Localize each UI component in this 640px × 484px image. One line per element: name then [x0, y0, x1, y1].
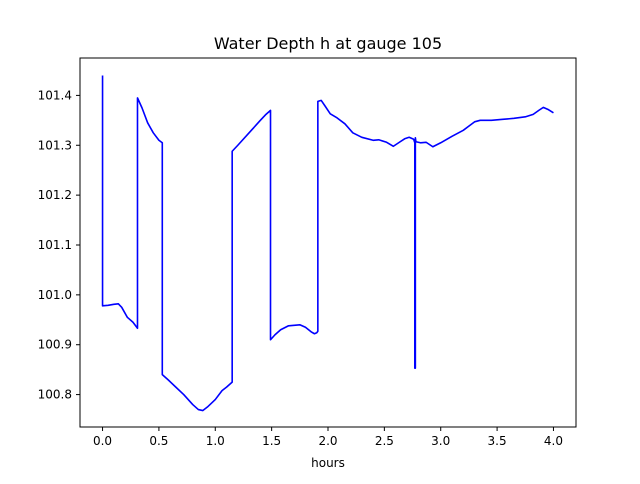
y-tick-label: 101.3 [38, 138, 72, 152]
x-axis-label: hours [311, 456, 345, 470]
x-tick-label: 3.5 [488, 434, 507, 448]
x-tick-label: 1.5 [262, 434, 281, 448]
y-tick-label: 101.2 [38, 188, 72, 202]
y-tick-label: 100.8 [38, 388, 72, 402]
chart-title: Water Depth h at gauge 105 [214, 34, 442, 53]
y-tick-label: 101.4 [38, 88, 72, 102]
x-axis-ticks: 0.0 0.5 1.0 1.5 2.0 2.5 3.0 3.5 4.0 [93, 427, 563, 448]
x-tick-label: 2.0 [318, 434, 337, 448]
y-tick-label: 101.1 [38, 238, 72, 252]
x-tick-label: 4.0 [544, 434, 563, 448]
x-tick-label: 1.0 [206, 434, 225, 448]
x-tick-label: 3.0 [431, 434, 450, 448]
x-tick-label: 0.0 [93, 434, 112, 448]
x-tick-label: 2.5 [375, 434, 394, 448]
y-axis-ticks: 100.8 100.9 101.0 101.1 101.2 101.3 101.4 [38, 88, 80, 402]
y-tick-label: 101.0 [38, 288, 72, 302]
series-line-0 [101, 75, 554, 412]
series-layer [101, 75, 554, 412]
y-tick-label: 100.9 [38, 338, 72, 352]
x-tick-label: 0.5 [149, 434, 168, 448]
